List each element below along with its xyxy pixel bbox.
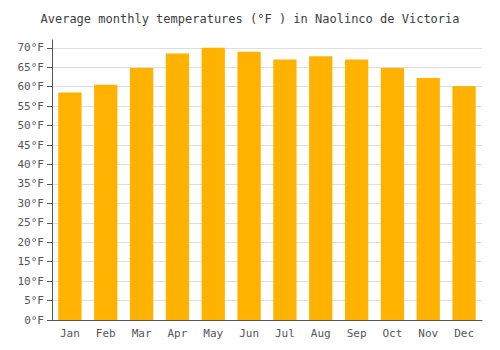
svg-text:25°F: 25°F — [18, 216, 45, 229]
svg-text:60°F: 60°F — [18, 80, 45, 93]
svg-text:Average monthly temperatures (: Average monthly temperatures (°F ) in Na… — [40, 12, 459, 26]
svg-text:Mar: Mar — [132, 327, 152, 340]
svg-text:35°F: 35°F — [18, 177, 45, 190]
svg-text:Jun: Jun — [239, 327, 259, 340]
svg-text:45°F: 45°F — [18, 139, 45, 152]
svg-text:50°F: 50°F — [18, 119, 45, 132]
svg-text:May: May — [203, 327, 223, 340]
svg-text:10°F: 10°F — [18, 275, 45, 288]
svg-text:Sep: Sep — [347, 327, 367, 340]
svg-text:20°F: 20°F — [18, 236, 45, 249]
svg-text:40°F: 40°F — [18, 158, 45, 171]
svg-text:55°F: 55°F — [18, 100, 45, 113]
svg-text:Feb: Feb — [96, 327, 116, 340]
svg-text:Aug: Aug — [311, 327, 331, 340]
svg-text:5°F: 5°F — [24, 294, 44, 307]
svg-text:Oct: Oct — [382, 327, 402, 340]
svg-text:0°F: 0°F — [24, 314, 44, 327]
svg-text:Jan: Jan — [60, 327, 80, 340]
svg-text:30°F: 30°F — [18, 197, 45, 210]
svg-text:65°F: 65°F — [18, 61, 45, 74]
svg-text:70°F: 70°F — [18, 41, 45, 54]
svg-text:Nov: Nov — [418, 327, 438, 340]
svg-text:Jul: Jul — [275, 327, 295, 340]
svg-text:15°F: 15°F — [18, 255, 45, 268]
svg-text:Dec: Dec — [454, 327, 474, 340]
svg-text:Apr: Apr — [167, 327, 187, 340]
